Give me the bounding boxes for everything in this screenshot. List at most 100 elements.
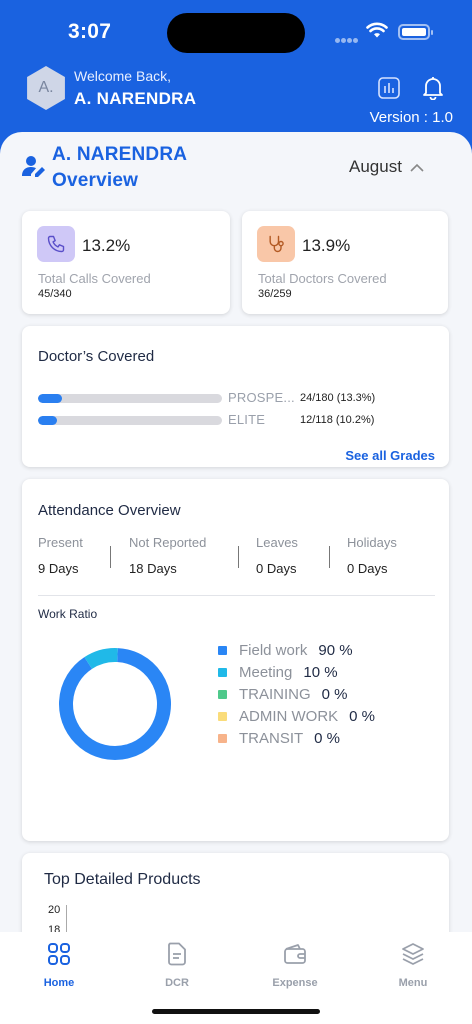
phone-icon bbox=[37, 226, 75, 262]
grid-icon bbox=[14, 940, 104, 968]
tab-label: Menu bbox=[398, 977, 428, 989]
user-name: A. NARENDRA bbox=[74, 89, 197, 108]
version-label: Version : 1.0 bbox=[369, 109, 453, 126]
attendance-label: Leaves bbox=[256, 535, 298, 550]
attendance-value: 9 Days bbox=[38, 561, 79, 576]
grade-value: 12/118 (10.2%) bbox=[300, 414, 375, 426]
legend-item: TRANSIT 0 % bbox=[218, 727, 375, 749]
calls-percentage: 13.2% bbox=[82, 236, 131, 255]
month-selector[interactable]: August bbox=[349, 157, 424, 177]
calls-count: 45/340 bbox=[38, 288, 72, 300]
attendance-value: 0 Days bbox=[256, 561, 297, 576]
legend-item: Meeting 10 % bbox=[218, 661, 375, 683]
tab-menu[interactable]: Menu bbox=[368, 940, 458, 989]
legend-label: Meeting bbox=[239, 663, 293, 681]
attendance-holidays: Holidays 0 Days bbox=[347, 535, 397, 576]
top-products-title: Top Detailed Products bbox=[44, 871, 201, 888]
home-indicator bbox=[152, 1009, 320, 1014]
tab-label: Expense bbox=[272, 977, 318, 989]
bell-icon[interactable] bbox=[420, 75, 446, 101]
legend-value: 0 % bbox=[314, 729, 341, 747]
attendance-label: Holidays bbox=[347, 535, 397, 550]
calls-label: Total Calls Covered bbox=[38, 271, 151, 286]
doctors-covered-title: Doctor’s Covered bbox=[38, 348, 155, 365]
status-time: 3:07 bbox=[68, 20, 112, 43]
legend-label: TRANSIT bbox=[239, 729, 304, 747]
legend-swatch bbox=[218, 645, 227, 655]
attendance-label: Present bbox=[38, 535, 83, 550]
bottom-tab-bar: Home DCR Expense Menu bbox=[0, 932, 472, 1024]
attendance-not-reported: Not Reported 18 Days bbox=[129, 535, 206, 576]
attendance-leaves: Leaves 0 Days bbox=[256, 535, 298, 576]
divider bbox=[110, 546, 111, 568]
grade-name: PROSPE... bbox=[228, 390, 295, 405]
legend-value: 0 % bbox=[321, 685, 348, 703]
tab-home[interactable]: Home bbox=[14, 940, 104, 989]
welcome-text: Welcome Back, bbox=[74, 68, 171, 84]
legend-item: ADMIN WORK 0 % bbox=[218, 705, 375, 727]
overview-title: A. NARENDRA Overview bbox=[52, 142, 187, 194]
layers-icon bbox=[368, 940, 458, 968]
dynamic-island bbox=[167, 13, 305, 53]
stat-card-calls[interactable]: 13.2% Total Calls Covered 45/340 bbox=[22, 211, 230, 314]
bar-chart-icon[interactable] bbox=[376, 75, 402, 101]
donut-slice-field-work bbox=[59, 648, 171, 760]
stat-card-doctors[interactable]: 13.9% Total Doctors Covered 36/259 bbox=[242, 211, 448, 314]
attendance-value: 0 Days bbox=[347, 561, 388, 576]
wifi-icon bbox=[366, 22, 388, 44]
dashboard-sheet: A. NARENDRA Overview August 13.2% Total … bbox=[0, 132, 472, 940]
grade-name: ELITE bbox=[228, 412, 266, 427]
divider bbox=[38, 595, 435, 596]
work-ratio-legend: Field work 90 % Meeting 10 % TRAINING 0 % ADMI… bbox=[218, 639, 375, 749]
doctors-label: Total Doctors Covered bbox=[258, 271, 387, 286]
stethoscope-icon bbox=[257, 226, 295, 262]
divider bbox=[329, 546, 330, 568]
doctors-count: 36/259 bbox=[258, 288, 292, 300]
legend-value: 0 % bbox=[349, 707, 376, 725]
cellular-signal-icon bbox=[335, 30, 359, 48]
attendance-value: 18 Days bbox=[129, 561, 177, 576]
grade-progress-bar bbox=[38, 394, 222, 403]
avatar[interactable]: A. bbox=[27, 66, 65, 110]
divider bbox=[238, 546, 239, 568]
tab-dcr[interactable]: DCR bbox=[132, 940, 222, 989]
month-label: August bbox=[349, 157, 402, 176]
grade-row[interactable]: ELITE 12/118 (10.2%) bbox=[38, 412, 438, 428]
attendance-label: Not Reported bbox=[129, 535, 207, 550]
overview-title-label: Overview bbox=[52, 170, 139, 191]
tab-label: Home bbox=[43, 977, 75, 989]
y-tick-label: 20 bbox=[48, 904, 61, 916]
doctors-covered-card: Doctor’s Covered PROSPE... 24/180 (13.3%… bbox=[22, 326, 449, 467]
battery-icon bbox=[398, 24, 433, 40]
attendance-present: Present 9 Days bbox=[38, 535, 83, 576]
work-ratio-donut-chart bbox=[59, 648, 171, 760]
wallet-icon bbox=[250, 940, 340, 968]
attendance-card: Attendance Overview Present 9 Days Not R… bbox=[22, 479, 449, 841]
grade-value: 24/180 (13.3%) bbox=[300, 392, 376, 404]
tab-expense[interactable]: Expense bbox=[250, 940, 340, 989]
grade-progress-bar bbox=[38, 416, 222, 425]
legend-item: Field work 90 % bbox=[218, 639, 375, 661]
tab-label: DCR bbox=[165, 977, 189, 989]
y-axis bbox=[66, 905, 67, 940]
work-ratio-title: Work Ratio bbox=[38, 607, 98, 621]
legend-value: 90 % bbox=[318, 641, 353, 659]
attendance-title: Attendance Overview bbox=[38, 502, 181, 519]
chevron-up-icon bbox=[410, 157, 424, 177]
see-all-grades-link[interactable]: See all Grades bbox=[345, 448, 435, 463]
status-bar: 3:07 bbox=[0, 0, 472, 62]
legend-label: TRAINING bbox=[239, 685, 311, 703]
document-icon bbox=[132, 940, 222, 968]
legend-swatch bbox=[218, 733, 227, 743]
legend-swatch bbox=[218, 689, 227, 699]
top-products-card: Top Detailed Products 20 18 bbox=[22, 853, 449, 940]
user-edit-icon bbox=[21, 154, 47, 185]
grade-row[interactable]: PROSPE... 24/180 (13.3%) bbox=[38, 390, 438, 406]
donut-slice-meeting bbox=[84, 648, 118, 670]
legend-label: ADMIN WORK bbox=[239, 707, 339, 725]
legend-value: 10 % bbox=[303, 663, 338, 681]
legend-item: TRAINING 0 % bbox=[218, 683, 375, 705]
legend-label: Field work bbox=[239, 641, 308, 659]
doctors-percentage: 13.9% bbox=[302, 236, 351, 255]
overview-title-name: A. NARENDRA bbox=[52, 144, 188, 165]
